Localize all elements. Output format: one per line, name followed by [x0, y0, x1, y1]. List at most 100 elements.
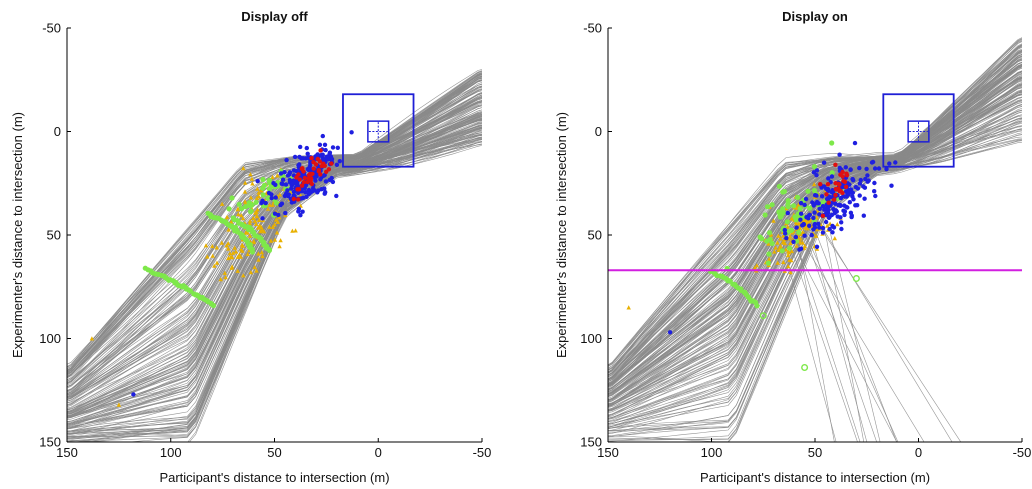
scatter-point-red	[311, 160, 316, 165]
scatter-point-blue	[811, 170, 817, 175]
y-tick-label: 50	[47, 228, 61, 243]
y-tick-label: 150	[39, 435, 61, 450]
scatter-point-orange	[239, 247, 244, 252]
scatter-point-blue	[851, 197, 856, 202]
scatter-point-blue	[271, 181, 276, 186]
scatter-point-blue	[300, 209, 305, 214]
x-tick-label: 0	[915, 445, 922, 460]
trajectory-line	[806, 208, 897, 442]
scatter-point-red	[832, 197, 837, 202]
trajectory-lines	[608, 37, 1022, 442]
x-tick-label: 150	[597, 445, 619, 460]
x-tick-label: 100	[160, 445, 182, 460]
scatter-point-orange	[270, 224, 275, 229]
scatter-point-blue	[326, 157, 331, 162]
scatter-green	[724, 140, 845, 272]
scatter-point-orange	[260, 253, 265, 259]
scatter-point-red	[833, 162, 838, 167]
scatter-point-orange	[773, 245, 778, 250]
scatter-point-orange	[789, 216, 794, 221]
scatter-point-blue	[830, 223, 835, 229]
scatter-point-blue	[803, 196, 809, 202]
scatter-point-red	[318, 148, 323, 153]
scatter-point-orange	[210, 253, 215, 258]
outlier-point	[852, 275, 860, 283]
scatter-point-green	[266, 186, 272, 192]
scatter-point-blue	[800, 223, 805, 228]
scatter-point-blue	[855, 186, 861, 191]
scatter-point-orange	[214, 245, 219, 250]
scatter-point-orange	[240, 243, 246, 248]
trajectory-line	[67, 74, 482, 373]
trajectory-line	[67, 125, 482, 426]
scatter-point-green	[266, 177, 272, 183]
scatter-point-orange	[800, 229, 805, 235]
scatter-point-green	[260, 192, 266, 198]
scatter-point-blue	[280, 177, 286, 182]
scatter-point-orange	[832, 236, 837, 241]
scatter-point-blue	[870, 159, 876, 165]
scatter-point-green	[265, 195, 271, 201]
scatter-point-blue	[826, 215, 832, 220]
scatter-point-red	[317, 159, 323, 164]
scatter-point-blue	[272, 211, 278, 216]
scatter-point-red	[309, 155, 314, 161]
scatter-point-blue	[852, 140, 858, 146]
scatter-point-blue	[814, 201, 819, 206]
scatter-point-orange	[835, 222, 840, 227]
scatter-point-orange	[203, 243, 209, 248]
scatter-point-orange	[775, 240, 780, 245]
trajectory-line	[67, 77, 482, 374]
scatter-point-red	[818, 182, 823, 187]
scatter-point-blue	[844, 204, 849, 210]
scatter-point-green	[247, 203, 253, 209]
scatter-point-blue	[283, 182, 289, 187]
scatter-point-orange	[226, 246, 231, 251]
scatter-point-orange	[239, 213, 244, 218]
scatter-point-blue	[829, 174, 835, 179]
scatter-point-orange	[277, 244, 282, 249]
scatter-point-green	[792, 214, 798, 220]
plot-area	[67, 69, 482, 442]
scatter-point-blue	[822, 184, 827, 189]
scatter-point-blue	[839, 226, 844, 232]
scatter-point-orange	[796, 202, 801, 207]
scatter-point-orange	[248, 270, 254, 275]
trajectory-line	[608, 50, 1022, 378]
scatter-point-orange	[775, 260, 780, 265]
scatter-point-blue	[783, 231, 788, 236]
scatter-point-orange	[272, 237, 278, 242]
scatter-point-orange	[781, 233, 786, 238]
trajectory-line	[67, 71, 482, 369]
scatter-point-orange	[222, 270, 228, 275]
scatter-point-orange	[258, 229, 263, 234]
scatter-point-orange	[785, 253, 791, 258]
scatter-point-green	[767, 230, 773, 236]
scatter-point-orange	[235, 254, 240, 259]
scatter-point-orange	[248, 172, 253, 177]
scatter-point-red	[296, 197, 301, 202]
scatter-point-blue	[322, 142, 328, 147]
trajectory-line	[67, 112, 482, 410]
scatter-point-green	[796, 229, 802, 235]
trajectory-line	[608, 59, 1022, 380]
scatter-point-orange	[248, 195, 254, 200]
scatter-point-blue	[317, 142, 323, 147]
trajectory-line	[67, 105, 482, 404]
scatter-point-blue	[335, 145, 340, 150]
scatter-point-orange	[235, 206, 241, 211]
trajectory-line	[67, 132, 482, 432]
x-tick-label: -50	[473, 445, 492, 460]
scatter-point-red	[329, 161, 334, 166]
scatter-point-blue	[857, 193, 862, 198]
scatter-point-orange	[257, 223, 262, 228]
scatter-point-blue	[282, 170, 287, 175]
scatter-point-blue	[284, 157, 289, 163]
trajectory-line	[67, 105, 482, 406]
scatter-point-blue	[798, 200, 804, 206]
scatter-point-blue	[887, 161, 892, 166]
scatter-point-green	[776, 183, 783, 189]
scatter-point-orange	[781, 239, 786, 244]
y-tick-label: 0	[595, 124, 602, 139]
scatter-point-blue	[330, 179, 336, 185]
